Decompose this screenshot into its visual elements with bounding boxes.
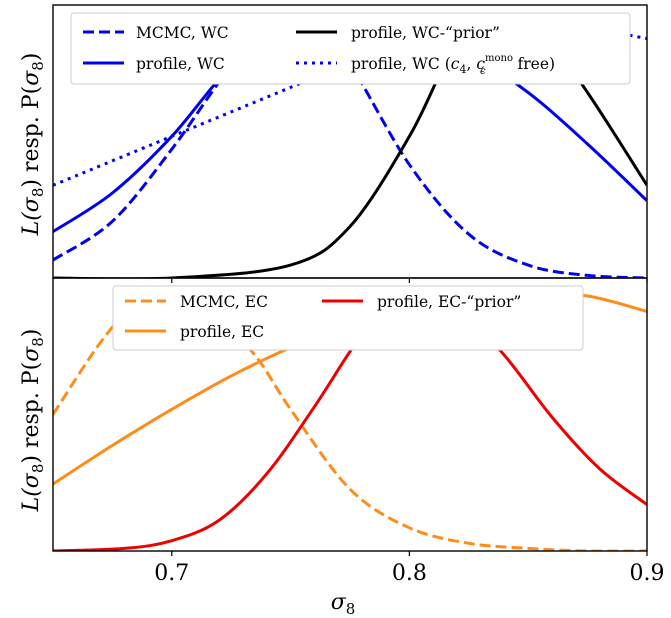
top-ylabel: L(σ8) resp. P(σ8) [19,53,47,237]
legend-label-profile-wc-prior: profile, WC-“prior” [351,24,500,42]
top-panel-ticks [171,278,648,283]
legend-label-mcmc-wc: MCMC, WC [136,24,229,42]
bottom-ylabel: L(σ8) resp. P(σ8) [19,329,47,513]
series-line-mcmc-wc [53,20,647,278]
x-tick-label: 0.9 [630,561,665,586]
top-legend-box [70,12,631,85]
bottom-panel: 0.7 0.8 0.9 MCMC, EC profile, EC profile, … [52,277,665,586]
bottom-panel-frame [52,277,648,552]
legend-label-mcmc-ec: MCMC, EC [180,293,268,311]
top-panel: MCMC, WC profile, WC profile, WC-“prior”… [52,4,648,283]
legend-label-profile-wc-free: profile, WC (c4, cmono ϵ free) [351,53,555,77]
x-tick-label: 0.8 [392,561,427,586]
bottom-legend-box [112,285,584,351]
x-axis-label: σ8 [331,590,356,618]
bottom-panel-ticks: 0.7 0.8 0.9 [154,551,665,586]
legend-label-profile-wc: profile, WC [136,55,225,73]
top-legend: MCMC, WC profile, WC profile, WC-“prior”… [70,12,631,85]
x-tick-label: 0.7 [154,561,189,586]
legend-label-profile-ec: profile, EC [180,323,264,341]
legend-label-profile-ec-prior: profile, EC-“prior” [377,293,521,311]
bottom-legend: MCMC, EC profile, EC profile, EC-“prior” [112,285,584,351]
